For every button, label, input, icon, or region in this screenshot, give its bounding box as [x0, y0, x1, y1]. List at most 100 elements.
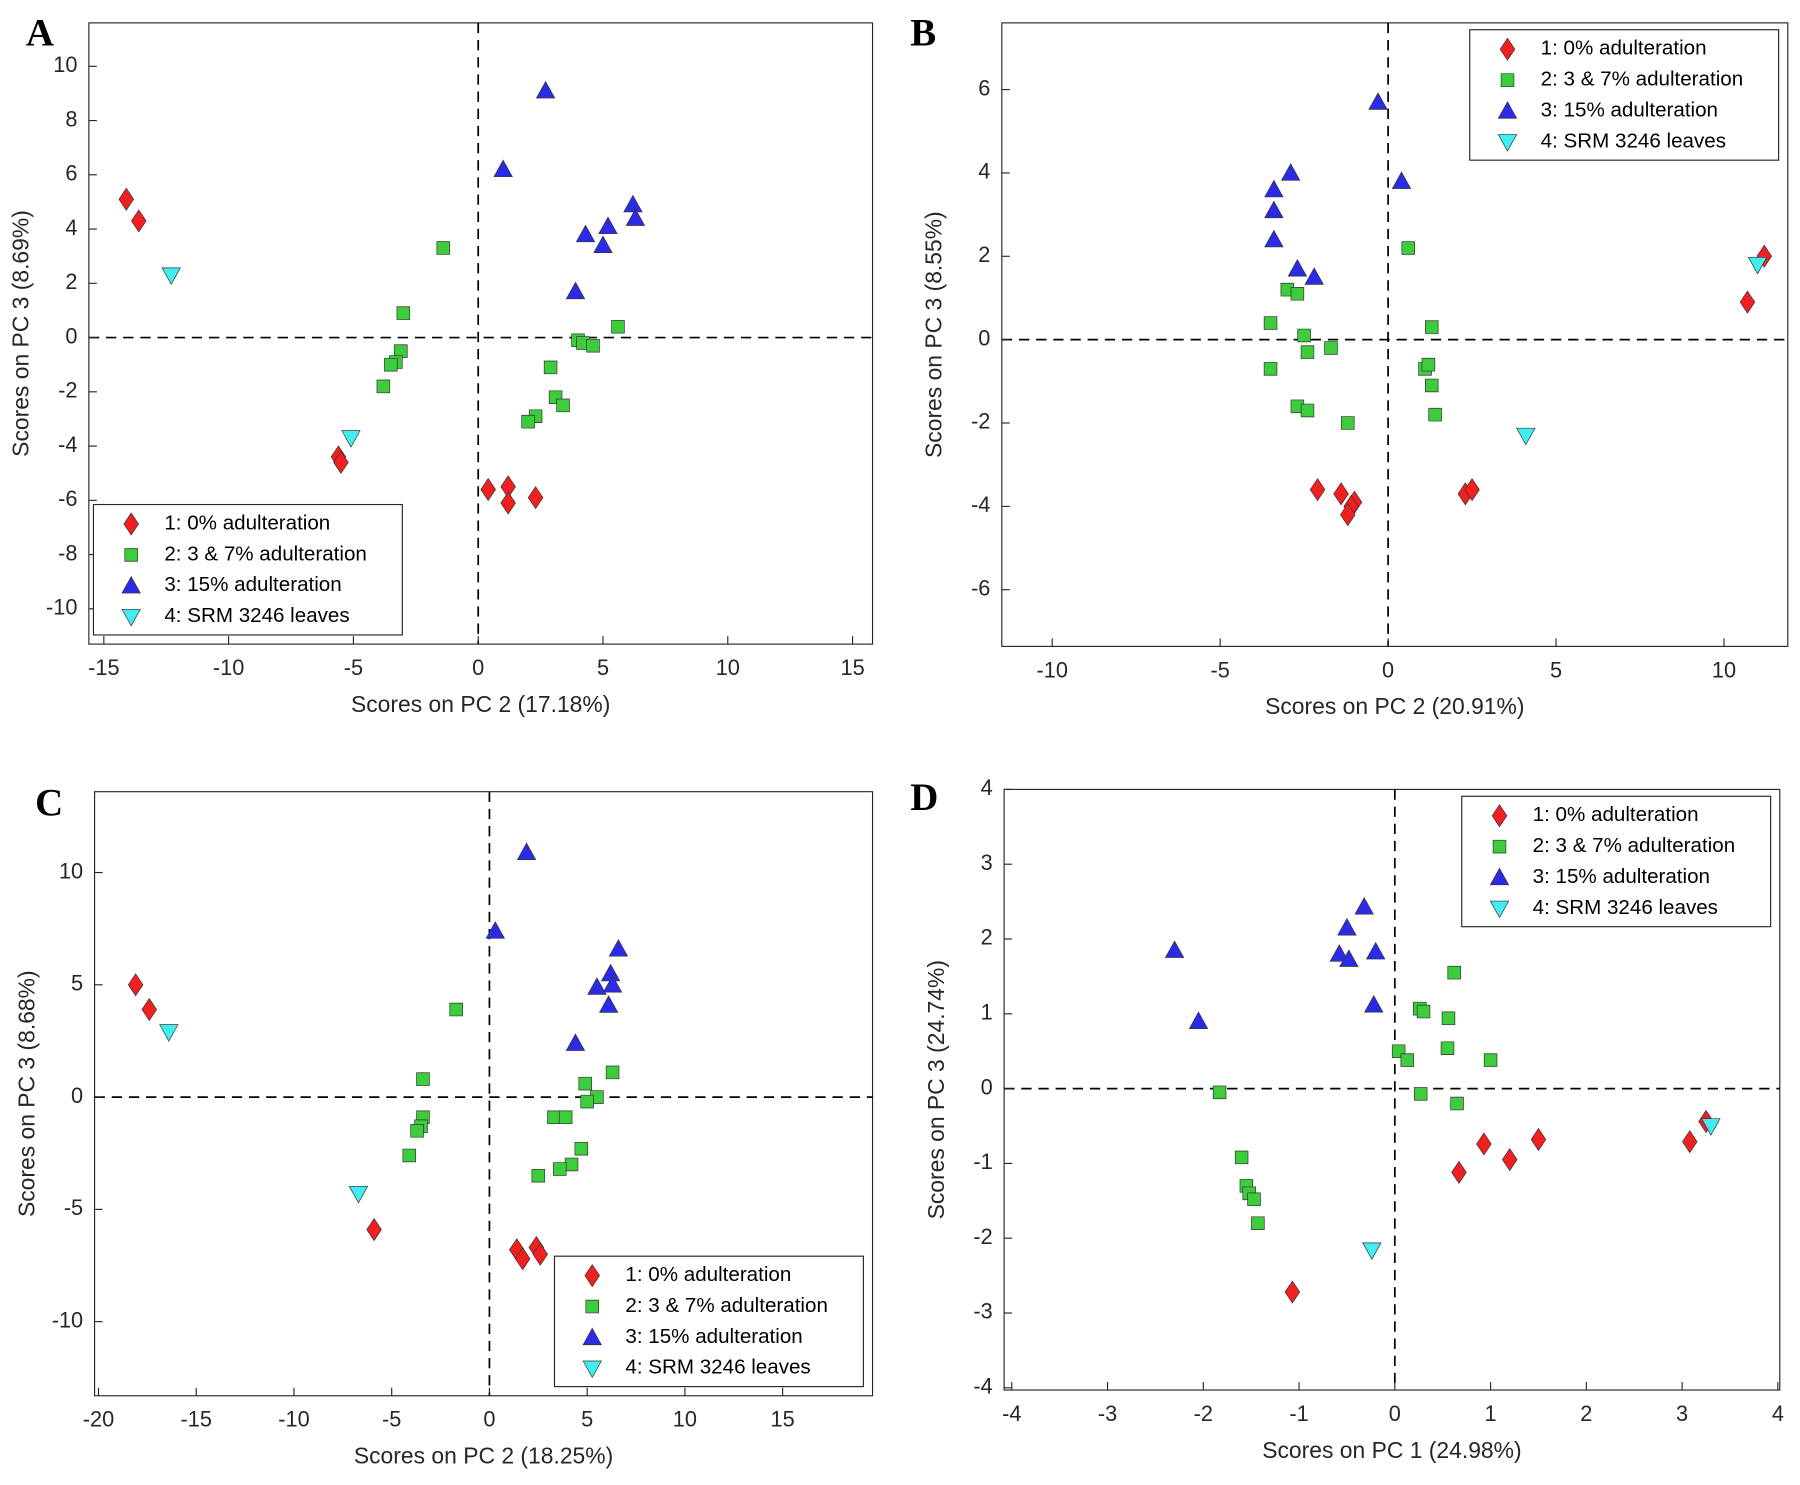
legend-marker [121, 575, 141, 594]
y-tick-label: -4 [971, 492, 990, 517]
data-point [580, 1094, 594, 1109]
y-axis-label: Scores on PC 3 (8.68%) [13, 970, 39, 1217]
y-axis-label: Scores on PC 3 (8.69%) [8, 210, 34, 457]
x-tick-label: 0 [472, 655, 484, 680]
y-tick-label: 4 [65, 215, 77, 240]
legend-marker [582, 1327, 602, 1346]
y-tick-label: 0 [65, 323, 77, 348]
x-tick-label: -5 [1210, 657, 1229, 682]
x-tick-label: 0 [483, 1407, 495, 1432]
data-point [1287, 258, 1308, 277]
data-point [402, 1148, 417, 1163]
x-tick-label: -3 [1098, 1401, 1117, 1426]
y-tick-label: -10 [52, 1307, 83, 1332]
x-tick-label: -2 [1194, 1401, 1213, 1426]
x-axis-label: Scores on PC 2 (17.18%) [351, 691, 610, 717]
data-point [1682, 1130, 1698, 1154]
y-tick-label: -6 [971, 575, 990, 600]
data-point [1747, 256, 1768, 275]
x-tick-label: 15 [771, 1407, 795, 1432]
data-point [1516, 427, 1536, 446]
legend-label: 1: 0% adulteration [1541, 37, 1707, 60]
legend: 1: 0% adulteration 2: 3 & 7% adulteration… [92, 503, 403, 636]
legend-marker [1497, 101, 1518, 119]
data-point [1440, 1041, 1455, 1055]
data-point [602, 974, 623, 993]
legend-marker [585, 1299, 599, 1314]
data-point [1368, 92, 1388, 110]
legend-marker [1499, 37, 1516, 61]
data-point [1416, 1004, 1431, 1019]
data-point [493, 159, 513, 178]
data-point [553, 1162, 567, 1176]
data-point [535, 80, 556, 99]
panel-label: B [910, 12, 936, 55]
y-tick-label: 3 [981, 850, 993, 875]
data-point [1337, 917, 1357, 936]
legend-marker [584, 1264, 600, 1288]
data-point [366, 1217, 382, 1242]
x-tick-label: -10 [213, 655, 244, 680]
y-tick-label: -8 [58, 540, 77, 565]
y-tick-label: 2 [981, 925, 993, 950]
y-tick-label: -2 [58, 378, 77, 403]
data-point [341, 430, 361, 448]
legend-label: 1: 0% adulteration [164, 511, 330, 534]
data-point [605, 1065, 620, 1080]
y-tick-label: 0 [71, 1083, 83, 1108]
data-point [575, 224, 596, 243]
data-point [1247, 1192, 1261, 1207]
data-point [1421, 357, 1436, 372]
legend-marker [124, 548, 138, 562]
data-point [623, 194, 643, 213]
legend: 1: 0% adulteration 2: 3 & 7% adulteration… [1461, 795, 1772, 928]
legend-marker [123, 512, 139, 536]
data-point [1324, 341, 1338, 355]
y-tick-label: -6 [58, 486, 77, 511]
data-point [611, 319, 625, 334]
data-point [127, 973, 144, 997]
data-point [608, 939, 629, 957]
data-point [1447, 965, 1461, 980]
legend-label: 3: 15% adulteration [625, 1325, 802, 1348]
data-point [1280, 163, 1301, 181]
data-point [586, 338, 600, 353]
y-tick-label: 4 [981, 775, 993, 800]
data-point [527, 486, 544, 510]
x-tick-label: 5 [581, 1407, 593, 1432]
data-point [333, 450, 349, 474]
legend-label: 2: 3 & 7% adulteration [625, 1294, 828, 1317]
data-point [1333, 482, 1349, 506]
legend-marker [1492, 839, 1507, 854]
y-tick-label: -3 [973, 1299, 992, 1324]
data-point [376, 379, 391, 394]
y-tick-label: 4 [978, 159, 990, 184]
data-point [1264, 229, 1284, 248]
data-point [1297, 328, 1311, 343]
data-point [558, 1110, 573, 1125]
legend-label: 2: 3 & 7% adulteration [1533, 834, 1736, 857]
panel-label: C [35, 781, 63, 824]
data-point [1212, 1085, 1227, 1100]
x-tick-label: 10 [673, 1407, 697, 1432]
data-point [1739, 290, 1756, 314]
x-tick-label: -4 [1002, 1401, 1021, 1426]
data-point [1309, 478, 1326, 502]
x-tick-label: 10 [716, 655, 740, 680]
data-point [161, 267, 181, 286]
data-point [1263, 316, 1278, 330]
data-point [1701, 1118, 1721, 1136]
x-tick-label: -15 [88, 655, 119, 680]
legend-label: 3: 15% adulteration [1533, 865, 1710, 888]
y-axis-label: Scores on PC 3 (8.55%) [921, 211, 947, 458]
x-tick-label: -10 [1037, 657, 1068, 682]
legend-marker [582, 1360, 602, 1379]
y-tick-label: 8 [65, 106, 77, 131]
legend-label: 3: 15% adulteration [164, 573, 341, 596]
legend: 1: 0% adulteration 2: 3 & 7% adulteration… [553, 1255, 864, 1388]
data-point [625, 208, 646, 226]
x-tick-label: 15 [840, 655, 864, 680]
x-axis-label: Scores on PC 2 (20.91%) [1265, 693, 1524, 719]
legend-label: 4: SRM 3246 leaves [625, 1356, 810, 1379]
